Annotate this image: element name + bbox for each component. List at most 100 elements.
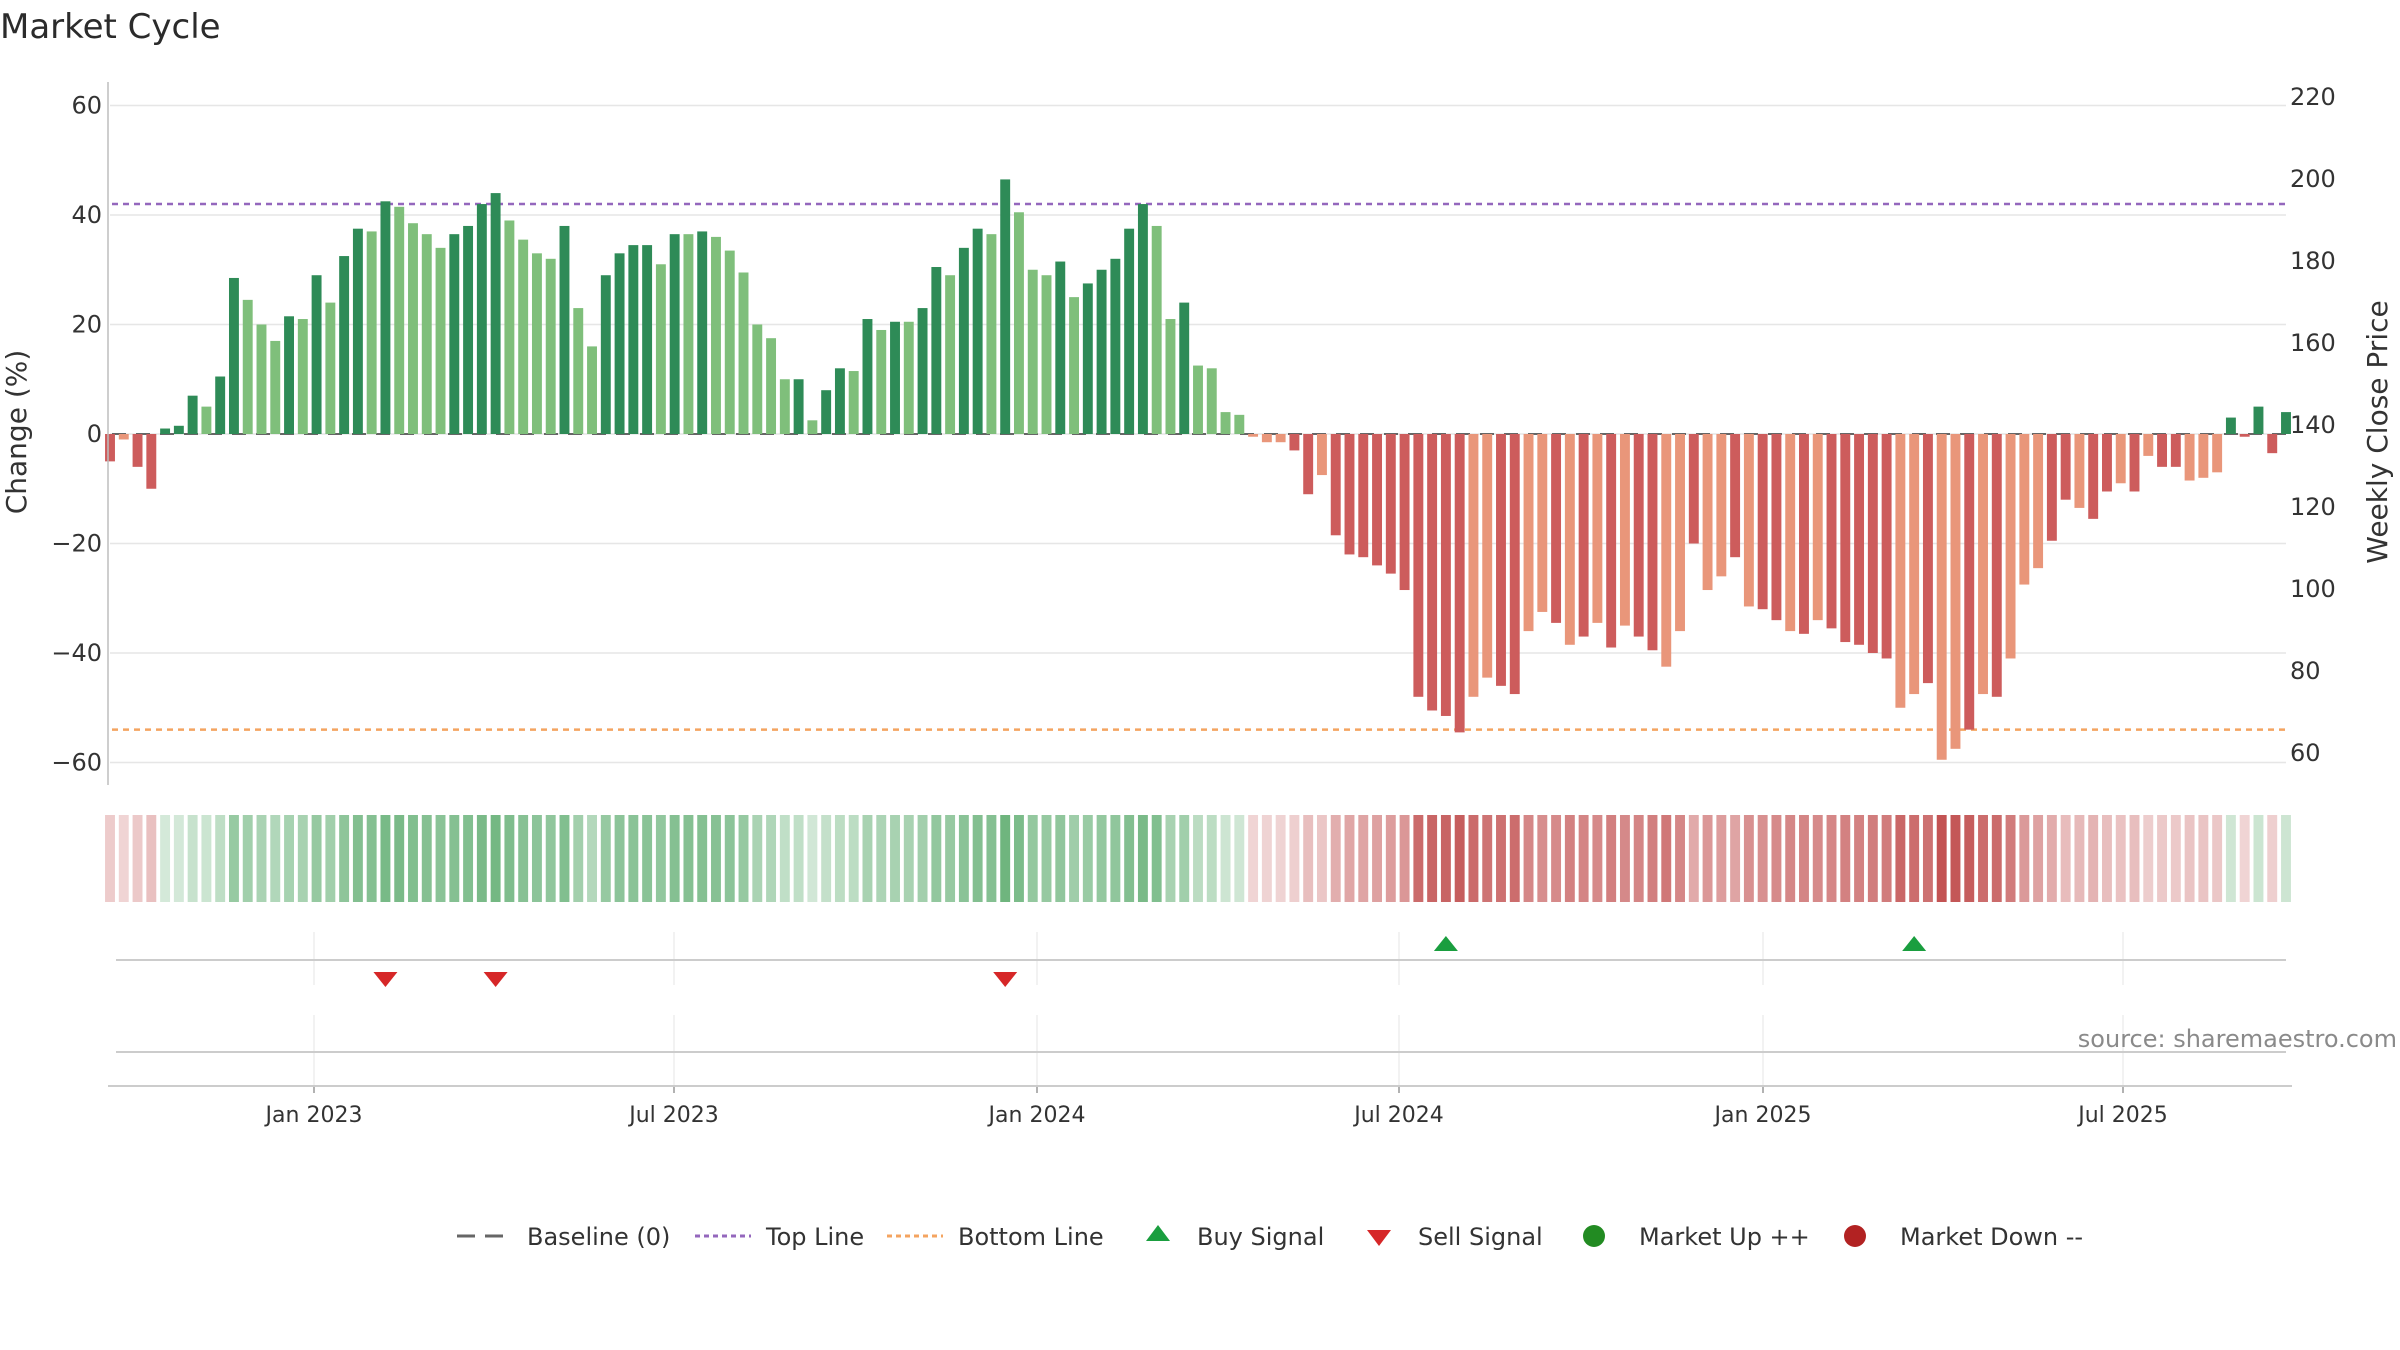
x-tick-label: Jan 2025 bbox=[1713, 1103, 1812, 1128]
bar bbox=[380, 201, 391, 434]
bar bbox=[1151, 225, 1162, 434]
heat-cell bbox=[1413, 815, 1424, 902]
bar bbox=[848, 371, 859, 434]
bar bbox=[1633, 434, 1644, 637]
bars-layer bbox=[105, 179, 2291, 760]
bar bbox=[504, 220, 515, 434]
bar bbox=[1440, 434, 1451, 716]
heat-cell bbox=[531, 815, 542, 902]
heat-cell bbox=[1193, 815, 1203, 902]
bar bbox=[1413, 434, 1424, 697]
bar bbox=[1867, 434, 1878, 653]
heat-cell bbox=[463, 815, 474, 902]
heat-cell bbox=[1289, 815, 1300, 902]
bar bbox=[738, 272, 749, 434]
bar bbox=[408, 223, 418, 434]
bar bbox=[1082, 283, 1093, 434]
bar bbox=[1551, 434, 1562, 623]
heat-cell bbox=[490, 815, 501, 902]
bar bbox=[834, 368, 845, 434]
bar bbox=[187, 395, 198, 434]
bar bbox=[421, 234, 432, 434]
bar bbox=[2019, 434, 2030, 585]
bar bbox=[1881, 434, 1892, 659]
heat-cell bbox=[2115, 815, 2126, 902]
heat-cell bbox=[2170, 815, 2181, 902]
heat-cell bbox=[1757, 815, 1768, 902]
bar bbox=[242, 299, 253, 434]
bar bbox=[1826, 434, 1837, 629]
heat-cell bbox=[1895, 815, 1906, 902]
bar bbox=[2170, 434, 2181, 467]
heat-cell bbox=[242, 815, 253, 902]
bar bbox=[2129, 434, 2140, 492]
bar bbox=[1950, 434, 1961, 749]
bar bbox=[1372, 434, 1382, 566]
heat-cell bbox=[1303, 815, 1314, 902]
bar bbox=[297, 319, 308, 434]
bar bbox=[476, 204, 487, 434]
heat-cell bbox=[421, 815, 432, 902]
bar bbox=[1978, 434, 1988, 695]
bar bbox=[1799, 434, 1809, 634]
heat-cell bbox=[1661, 815, 1672, 902]
heat-cell bbox=[876, 815, 887, 902]
heat-cell bbox=[1000, 815, 1011, 902]
heat-cell bbox=[1523, 815, 1534, 902]
bar bbox=[1537, 434, 1548, 612]
bar bbox=[1248, 434, 1259, 437]
bar bbox=[160, 428, 171, 434]
bar bbox=[1303, 434, 1314, 495]
x-tick-label: Jul 2025 bbox=[2076, 1103, 2168, 1128]
bar bbox=[766, 338, 777, 434]
bar bbox=[2253, 406, 2264, 434]
heat-cell bbox=[1592, 815, 1603, 902]
heat-cell bbox=[1206, 815, 1217, 902]
bar bbox=[435, 247, 446, 434]
bar bbox=[2143, 434, 2154, 456]
bar bbox=[352, 228, 363, 434]
heat-cell bbox=[2143, 815, 2154, 902]
x-tick-label: Jan 2023 bbox=[264, 1103, 363, 1128]
heat-cell bbox=[476, 815, 487, 902]
y-right-tick-label: 60 bbox=[2290, 739, 2321, 767]
heat-cell bbox=[146, 815, 157, 902]
heat-cell bbox=[1964, 815, 1975, 902]
legend-label: Sell Signal bbox=[1418, 1223, 1543, 1251]
bar bbox=[821, 390, 832, 434]
heat-cell bbox=[655, 815, 666, 902]
bar bbox=[1041, 275, 1052, 434]
bar bbox=[587, 346, 597, 434]
heat-cell bbox=[958, 815, 969, 902]
bar bbox=[793, 379, 804, 434]
bar bbox=[2102, 434, 2112, 492]
legend-label: Baseline (0) bbox=[527, 1223, 670, 1251]
heat-cell bbox=[1826, 815, 1837, 902]
heat-cell bbox=[2060, 815, 2071, 902]
heat-cell bbox=[339, 815, 350, 902]
heat-cell bbox=[628, 815, 639, 902]
heat-cell bbox=[504, 815, 515, 902]
heat-cell bbox=[1234, 815, 1245, 902]
bar bbox=[1812, 434, 1823, 621]
bar bbox=[1895, 434, 1906, 708]
y-left-tick-label: 20 bbox=[71, 311, 102, 339]
bar bbox=[1000, 179, 1011, 434]
heat-cell bbox=[297, 815, 308, 902]
bar bbox=[600, 275, 611, 434]
axes-layer: 6040200−20−40−60220200180160140120100806… bbox=[51, 82, 2336, 785]
heat-cell bbox=[1468, 815, 1479, 902]
bar bbox=[132, 434, 143, 467]
heat-cell bbox=[1496, 815, 1506, 902]
bar bbox=[1261, 434, 1272, 443]
heat-cell bbox=[1978, 815, 1988, 902]
bar bbox=[284, 316, 294, 434]
bar bbox=[958, 247, 969, 434]
y-left-tick-label: −40 bbox=[51, 639, 102, 667]
x-axis: Jan 2023 Jul 2023 Jan 2024 Jul 2024 Jan 2025… bbox=[108, 932, 2292, 1128]
heat-cell bbox=[256, 815, 267, 902]
heat-cell bbox=[1840, 815, 1851, 902]
heat-cell bbox=[1179, 815, 1190, 902]
bar bbox=[1854, 434, 1865, 645]
bar bbox=[2184, 434, 2195, 481]
